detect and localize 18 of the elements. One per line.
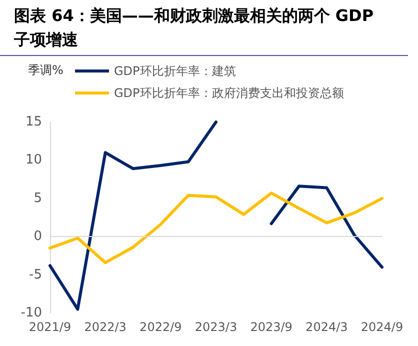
y-tick-label: 5 xyxy=(34,190,42,206)
x-tick-label: 2021/9 xyxy=(28,320,72,334)
legend-label: GDP环比折年率：建筑 xyxy=(114,64,236,78)
chart-title: 图表 64：美国——和财政刺激最相关的两个 GDP 子项增速 xyxy=(0,0,408,56)
x-tick-label: 2023/9 xyxy=(250,320,292,334)
line-series xyxy=(48,192,384,264)
y-axis-title: 季调% xyxy=(28,63,64,77)
x-tick-label: 2022/9 xyxy=(140,320,182,334)
x-tick-label: 2023/3 xyxy=(194,320,238,334)
y-tick-label: 0 xyxy=(34,229,42,244)
y-tick-label: 10 xyxy=(25,152,42,168)
x-tick-label: 2024/3 xyxy=(306,320,348,334)
y-tick-label: -5 xyxy=(29,267,42,282)
x-tick-label: 2022/3 xyxy=(84,320,126,334)
x-tick-label: 2024/9 xyxy=(360,320,404,334)
y-tick-label: -10 xyxy=(20,306,42,320)
legend-label: GDP环比折年率：政府消费支出和投资总额 xyxy=(114,86,344,100)
y-tick-label: 15 xyxy=(25,114,42,130)
